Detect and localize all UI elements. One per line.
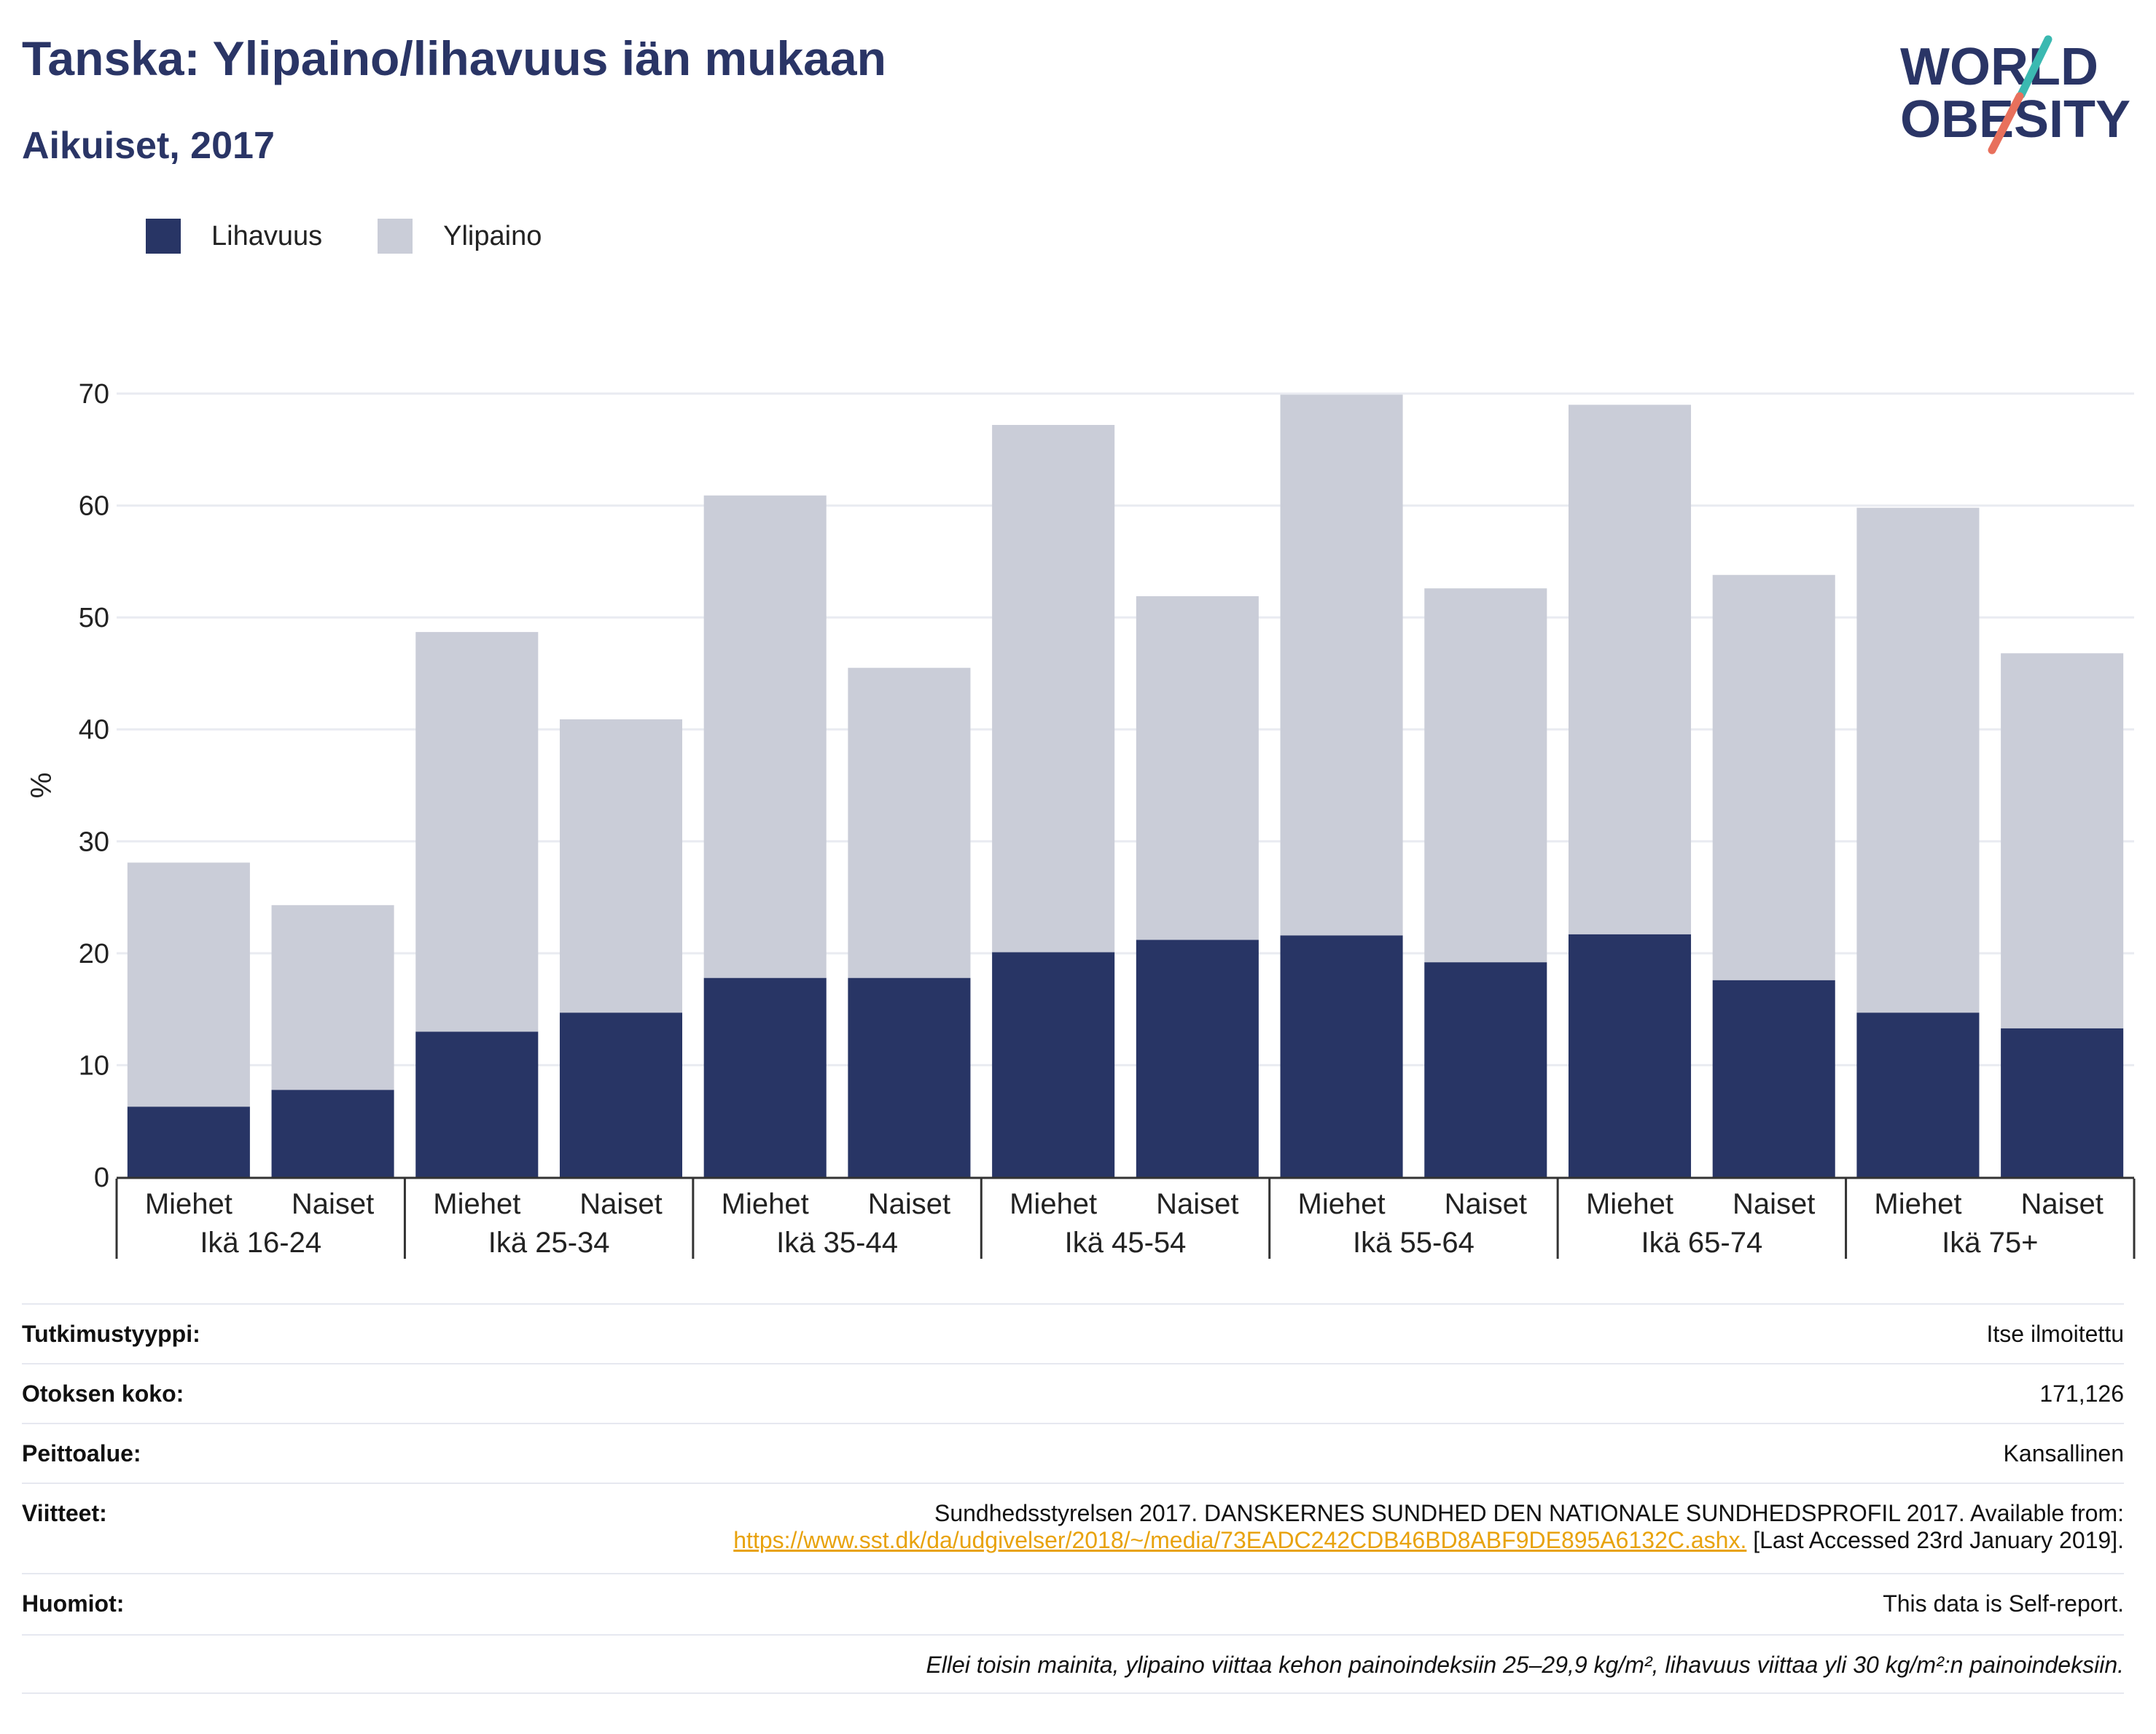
x-tick-label: Miehet xyxy=(1586,1188,1673,1220)
world-obesity-logo: WORLD OBESITY xyxy=(1900,35,2130,155)
group-label: Ikä 35-44 xyxy=(776,1227,898,1259)
bar-lihavuus xyxy=(1136,940,1259,1177)
bar-ylipaino xyxy=(1568,405,1692,934)
x-tick-label: Miehet xyxy=(1009,1188,1097,1220)
meta-label-coverage: Peittoalue: xyxy=(22,1440,141,1467)
bar-lihavuus xyxy=(1856,1012,1980,1177)
meta-row-sample-size: Otoksen koko: 171,126 xyxy=(22,1363,2124,1423)
legend-label-ylipaino: Ylipaino xyxy=(443,220,542,251)
meta-row-references: Viitteet: Sundhedsstyrelsen 2017. DANSKE… xyxy=(22,1483,2124,1573)
bar-lihavuus xyxy=(1712,980,1835,1177)
bar-ylipaino xyxy=(2001,653,2124,1028)
reference-accessed: [Last Accessed 23rd January 2019]. xyxy=(1753,1527,2124,1553)
bar-lihavuus xyxy=(1280,935,1403,1177)
bar-lihavuus xyxy=(127,1106,250,1177)
bar-ylipaino xyxy=(1712,574,1835,980)
x-tick-label: Naiset xyxy=(1445,1188,1527,1220)
meta-row-coverage: Peittoalue: Kansallinen xyxy=(22,1423,2124,1483)
group-label: Ikä 16-24 xyxy=(200,1227,321,1259)
meta-value-coverage: Kansallinen xyxy=(2003,1440,2124,1467)
page-subtitle: Aikuiset, 2017 xyxy=(22,125,275,167)
bar-ylipaino xyxy=(1280,394,1403,936)
bar-lihavuus xyxy=(559,1012,683,1177)
bar-lihavuus xyxy=(1424,962,1547,1177)
meta-row-footnote: Ellei toisin mainita, ylipaino viittaa k… xyxy=(22,1634,2124,1694)
group-label: Ikä 65-74 xyxy=(1641,1227,1762,1259)
y-tick-label: 70 xyxy=(79,379,109,410)
bar-ylipaino xyxy=(1424,588,1547,963)
meta-label-study-type: Tutkimustyyppi: xyxy=(22,1321,200,1347)
x-tick-label: Miehet xyxy=(145,1188,233,1220)
logo-text-world: WORLD xyxy=(1900,38,2098,96)
bar-ylipaino xyxy=(703,495,827,978)
group-label: Ikä 55-64 xyxy=(1353,1227,1475,1259)
logo-slash-teal xyxy=(2017,35,2053,99)
reference-link[interactable]: https://www.sst.dk/da/udgivelser/2018/~/… xyxy=(733,1527,1747,1553)
meta-label-notes: Huomiot: xyxy=(22,1590,125,1617)
x-tick-label: Naiset xyxy=(868,1188,950,1220)
meta-value-references: Sundhedsstyrelsen 2017. DANSKERNES SUNDH… xyxy=(733,1500,2124,1573)
bar-ylipaino xyxy=(992,425,1115,953)
bar-lihavuus xyxy=(848,977,971,1177)
legend-label-lihavuus: Lihavuus xyxy=(211,220,323,251)
group-label: Ikä 45-54 xyxy=(1065,1227,1187,1259)
legend-item-ylipaino: Ylipaino xyxy=(378,219,542,254)
meta-label-references: Viitteet: xyxy=(22,1500,107,1526)
bar-lihavuus xyxy=(992,952,1115,1177)
bar-ylipaino xyxy=(127,862,250,1107)
x-tick-label: Naiset xyxy=(292,1188,374,1220)
y-axis-label: % xyxy=(26,773,58,799)
y-tick-label: 40 xyxy=(79,715,109,746)
meta-label-sample-size: Otoksen koko: xyxy=(22,1380,184,1407)
bar-ylipaino xyxy=(559,719,683,1013)
bar-ylipaino xyxy=(271,905,394,1090)
bar-ylipaino xyxy=(1856,507,1980,1013)
bar-lihavuus xyxy=(271,1090,394,1177)
x-tick-label: Naiset xyxy=(2020,1188,2103,1220)
y-tick-label: 20 xyxy=(79,939,109,969)
bar-ylipaino xyxy=(1136,595,1259,940)
group-label: Ikä 25-34 xyxy=(488,1227,610,1259)
x-tick-label: Miehet xyxy=(433,1188,520,1220)
meta-value-study-type: Itse ilmoitettu xyxy=(1986,1321,2124,1347)
x-tick-label: Naiset xyxy=(579,1188,662,1220)
y-tick-label: 50 xyxy=(79,603,109,633)
legend-swatch-ylipaino xyxy=(378,219,413,254)
reference-text: Sundhedsstyrelsen 2017. DANSKERNES SUNDH… xyxy=(934,1500,2124,1526)
y-tick-label: 10 xyxy=(79,1050,109,1081)
footnote: Ellei toisin mainita, ylipaino viittaa k… xyxy=(926,1652,2124,1678)
bar-lihavuus xyxy=(2001,1028,2124,1177)
y-tick-label: 0 xyxy=(94,1163,109,1193)
meta-value-sample-size: 171,126 xyxy=(2039,1380,2124,1407)
group-label: Ikä 75+ xyxy=(1942,1227,2038,1259)
y-tick-label: 60 xyxy=(79,491,109,522)
x-tick-label: Naiset xyxy=(1733,1188,1815,1220)
legend-swatch-lihavuus xyxy=(146,219,181,254)
legend-item-lihavuus: Lihavuus xyxy=(146,219,322,254)
bar-lihavuus xyxy=(1568,934,1692,1177)
bar-ylipaino xyxy=(415,632,539,1032)
bar-lihavuus xyxy=(703,977,827,1177)
x-tick-label: Miehet xyxy=(1298,1188,1386,1220)
bar-chart: 0 10 20 30 40 50 60 70% Miehet Naiset Miehet Naiset… xyxy=(26,379,2136,1259)
meta-row-study-type: Tutkimustyyppi: Itse ilmoitettu xyxy=(22,1303,2124,1363)
bar-ylipaino xyxy=(848,668,971,978)
x-tick-label: Miehet xyxy=(722,1188,809,1220)
chart-legend: Lihavuus Ylipaino xyxy=(146,217,597,255)
meta-value-notes: This data is Self-report. xyxy=(1883,1590,2124,1617)
meta-row-notes: Huomiot: This data is Self-report. xyxy=(22,1573,2124,1634)
bar-lihavuus xyxy=(415,1031,539,1177)
metadata-table: Tutkimustyyppi: Itse ilmoitettu Otoksen … xyxy=(22,1303,2124,1694)
y-tick-label: 30 xyxy=(79,827,109,857)
x-tick-label: Miehet xyxy=(1874,1188,1961,1220)
x-tick-label: Naiset xyxy=(1156,1188,1238,1220)
page-title: Tanska: Ylipaino/lihavuus iän mukaan xyxy=(22,31,886,85)
logo-slash-coral xyxy=(1988,92,2024,155)
